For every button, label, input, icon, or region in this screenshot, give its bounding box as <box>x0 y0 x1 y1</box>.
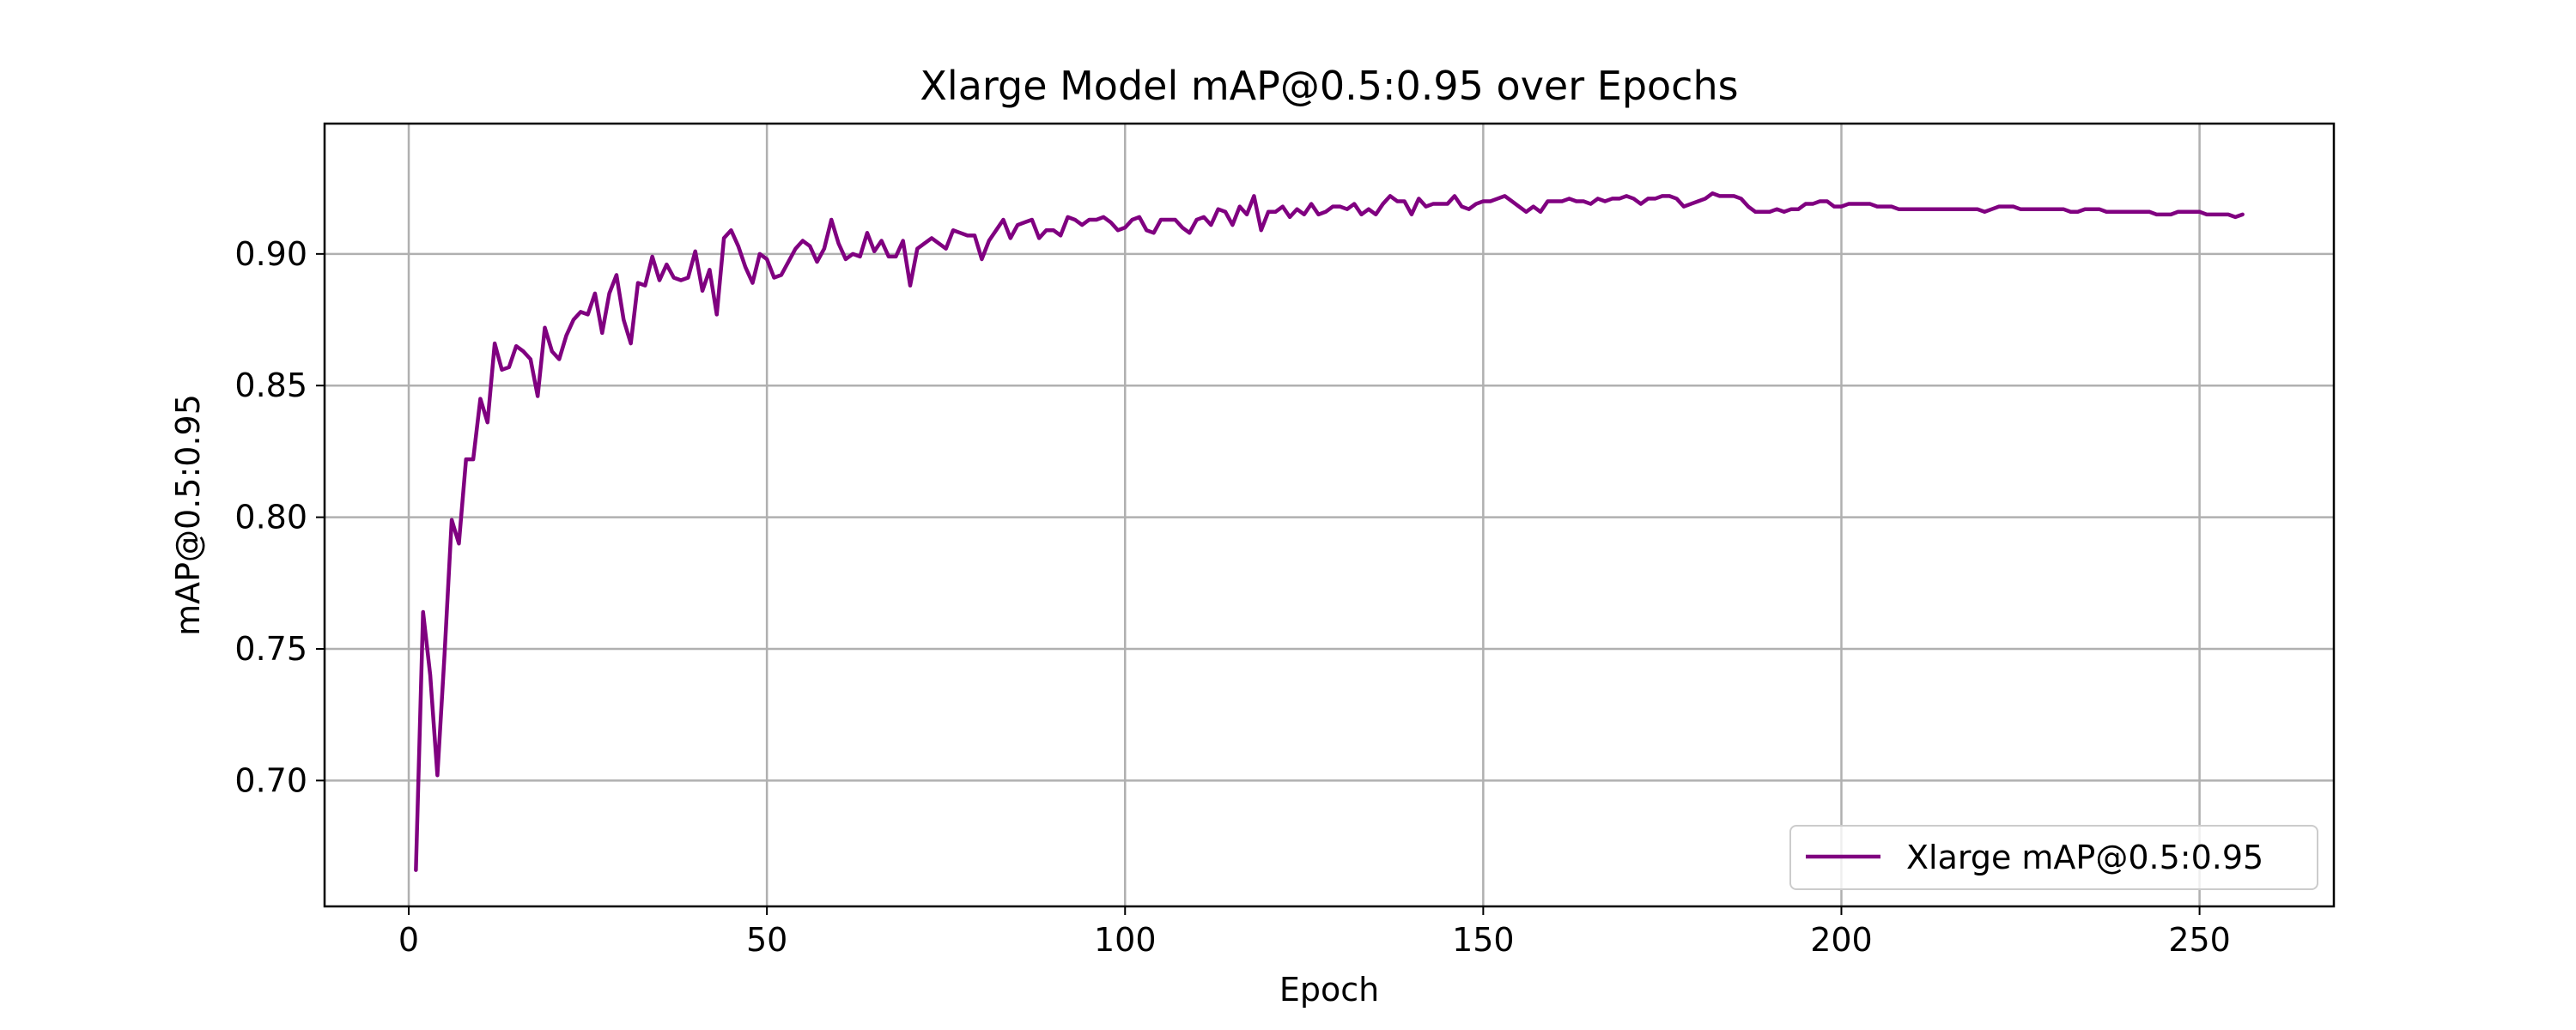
x-tick-label: 50 <box>746 921 787 959</box>
y-axis-label: mAP@0.5:0.95 <box>169 394 207 636</box>
series-line <box>414 191 2245 872</box>
grid-lines <box>325 124 2334 906</box>
x-tick-label: 200 <box>1810 921 1873 959</box>
series-layer <box>414 191 2245 872</box>
x-tick-label: 0 <box>398 921 419 959</box>
legend: Xlarge mAP@0.5:0.95 <box>1789 825 2318 890</box>
x-tick-label: 150 <box>1452 921 1515 959</box>
plot-frame <box>323 122 2336 908</box>
y-tick-label: 0.80 <box>234 499 307 536</box>
axis-ticks: 0 50 100 150 200 250 0.70 0.75 0.80 0.85 0.90 <box>234 235 2230 959</box>
x-axis-label: Epoch <box>1279 971 1379 1009</box>
chart-title: Xlarge Model mAP@0.5:0.95 over Epochs <box>920 63 1738 109</box>
y-tick-label: 0.70 <box>234 761 307 799</box>
x-tick-label: 250 <box>2168 921 2231 959</box>
x-tick-label: 100 <box>1094 921 1157 959</box>
y-tick-label: 0.90 <box>234 235 307 273</box>
y-tick-label: 0.85 <box>234 367 307 404</box>
legend-entry: Xlarge mAP@0.5:0.95 <box>1906 839 2263 876</box>
y-tick-label: 0.75 <box>234 630 307 668</box>
legend-box <box>1789 825 2318 890</box>
